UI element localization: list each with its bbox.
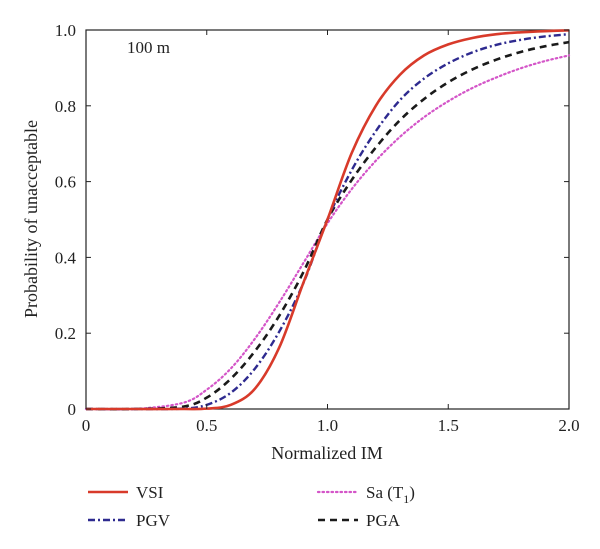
axis-ticks: 0 0.5 1.0 1.5 2.0 0 0.2 0.4 0.6 0.8 1.0 <box>55 21 580 435</box>
series-line-vsi <box>86 29 570 411</box>
legend-label-sa-subscript: 1 <box>403 492 409 506</box>
legend-label-pga: PGA <box>366 511 401 530</box>
x-tick-label: 2.0 <box>558 416 579 435</box>
series-line-sa <box>84 54 571 411</box>
legend-label-sa-suffix: ) <box>409 483 415 502</box>
chart-annotation: 100 m <box>127 38 170 57</box>
legend-item-sa: Sa (T1) <box>316 483 415 506</box>
y-tick-label: 0 <box>68 400 77 419</box>
legend-item-vsi: VSI <box>88 483 164 502</box>
x-tick-label: 0.5 <box>196 416 217 435</box>
x-tick-label: 0 <box>82 416 91 435</box>
y-tick-label: 1.0 <box>55 21 76 40</box>
x-tick-label: 1.5 <box>438 416 459 435</box>
legend: VSI PGV Sa (T1) PGA <box>88 483 415 530</box>
legend-label-vsi: VSI <box>136 483 164 502</box>
y-tick-label: 0.8 <box>55 97 76 116</box>
legend-label-sa-main: Sa (T <box>366 483 404 502</box>
legend-label-pgv: PGV <box>136 511 171 530</box>
legend-item-pgv: PGV <box>88 511 171 530</box>
legend-label-sa: Sa (T1) <box>366 483 415 506</box>
y-tick-label: 0.4 <box>55 248 77 267</box>
x-tick-label: 1.0 <box>317 416 338 435</box>
series-lines <box>84 29 571 411</box>
x-axis-label: Normalized IM <box>271 443 382 463</box>
y-tick-label: 0.2 <box>55 324 76 343</box>
legend-item-pga: PGA <box>318 511 401 530</box>
series-line-pga <box>85 40 570 411</box>
y-axis-label: Probability of unacceptable <box>21 120 41 318</box>
y-tick-label: 0.6 <box>55 173 76 192</box>
